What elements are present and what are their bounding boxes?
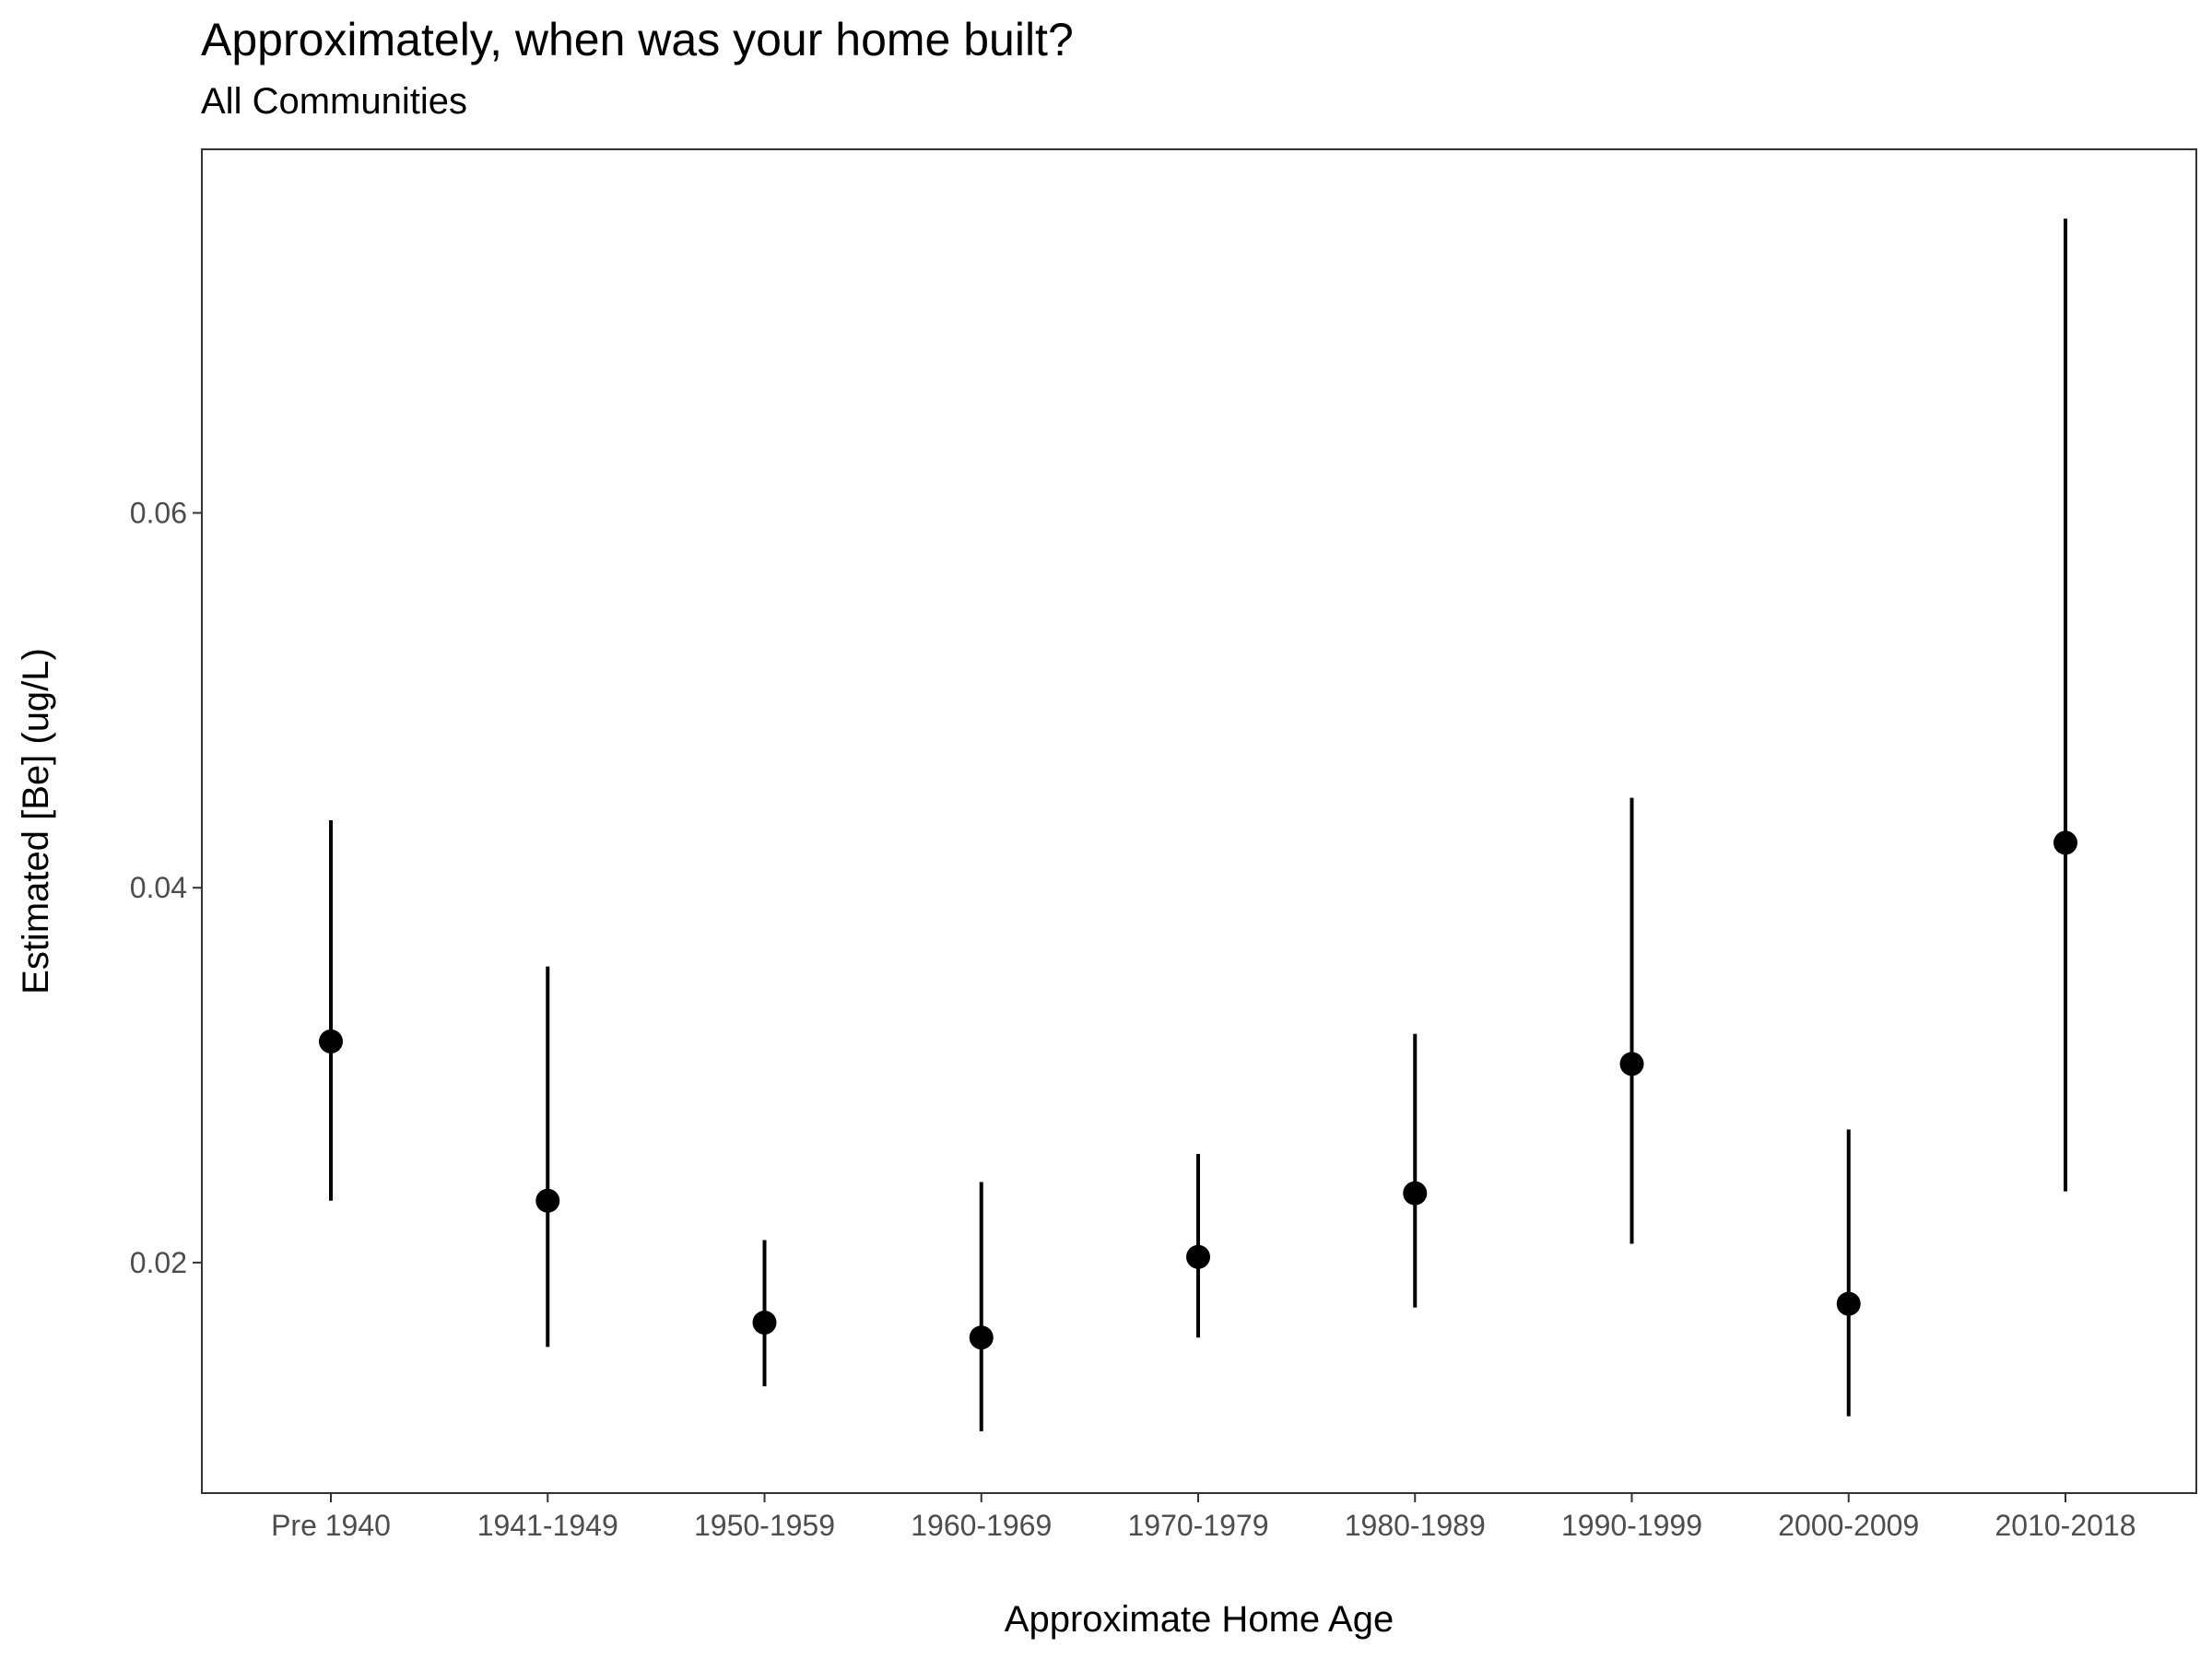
chart-title: Approximately, when was your home built? xyxy=(201,14,1074,65)
data-point xyxy=(969,1325,994,1350)
x-tick-label: 1970-1979 xyxy=(1127,1509,1268,1542)
y-axis-title: Estimated [Be] (ug/L) xyxy=(16,648,56,994)
data-point xyxy=(535,1188,560,1213)
x-tick-label: 1990-1999 xyxy=(1561,1509,1702,1542)
x-tick-label: 1980-1989 xyxy=(1345,1509,1486,1542)
x-tick-label: 1950-1959 xyxy=(694,1509,835,1542)
x-tick-label: 2010-2018 xyxy=(1994,1509,2136,1542)
y-tick-label: 0.06 xyxy=(130,496,187,529)
data-point xyxy=(2053,830,2077,855)
data-point xyxy=(752,1310,777,1335)
data-point xyxy=(1186,1244,1210,1269)
y-tick-label: 0.02 xyxy=(130,1246,187,1279)
x-tick-label: 1960-1969 xyxy=(911,1509,1052,1542)
y-tick-label: 0.04 xyxy=(130,871,187,904)
data-point xyxy=(319,1029,343,1053)
chart-marks: 0.02 0.04 0.06 Pre 1940 1941-1949 1950-1959 19… xyxy=(130,218,2136,1542)
data-point xyxy=(1619,1052,1644,1077)
chart-subtitle: All Communities xyxy=(201,81,467,122)
x-tick-label: 2000-2009 xyxy=(1778,1509,1919,1542)
x-tick-label: 1941-1949 xyxy=(477,1509,618,1542)
x-axis-title: Approximate Home Age xyxy=(1005,1599,1394,1640)
data-point xyxy=(1403,1181,1428,1206)
x-tick-label: Pre 1940 xyxy=(271,1509,391,1542)
data-point xyxy=(1836,1291,1861,1316)
